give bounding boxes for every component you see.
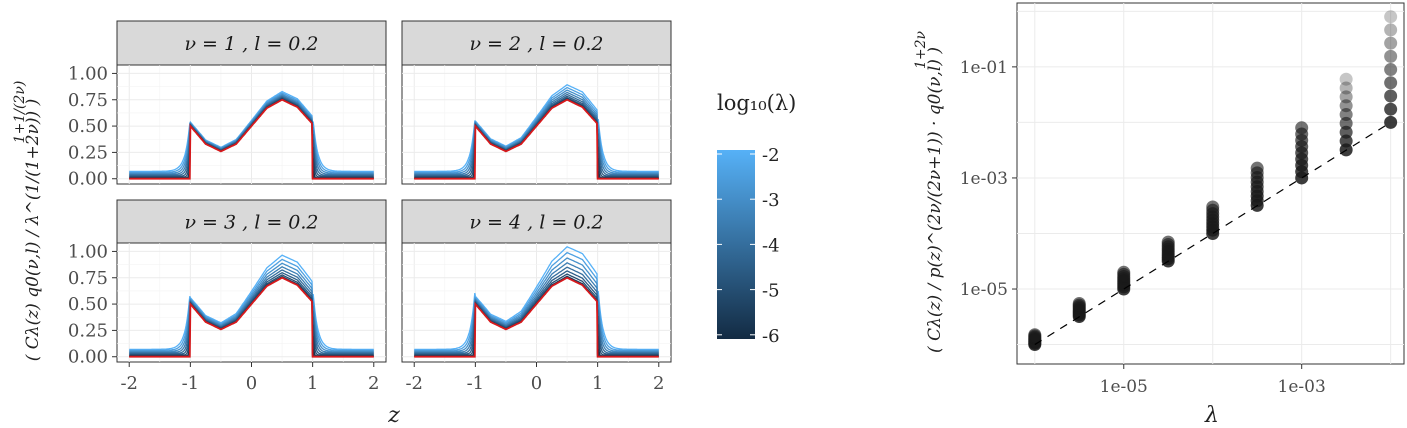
lambda-curve <box>129 258 374 355</box>
y-tick-label: 0.50 <box>68 116 108 137</box>
data-point <box>1384 49 1398 63</box>
legend-title: log₁₀(λ) <box>717 91 796 115</box>
facet-strip-label: ν = 1 , l = 0.2 <box>184 33 318 55</box>
x-tick-label: -2 <box>405 373 423 394</box>
data-point <box>1339 99 1353 113</box>
colorbar-legend: log₁₀(λ) -2 -3 -4 -5 -6 <box>717 91 796 347</box>
reference-curve <box>414 276 659 358</box>
lambda-curve <box>129 274 374 357</box>
lambda-curve <box>414 262 659 355</box>
data-point <box>1384 36 1398 50</box>
lambda-curve <box>129 262 374 355</box>
x-tick-label: -2 <box>120 373 138 394</box>
data-point <box>1384 76 1398 90</box>
svg-text:( Cλ(z) / p(z)^(2ν/(2ν+1)) · q: ( Cλ(z) / p(z)^(2ν/(2ν+1)) · q0(ν,l) ) <box>925 47 945 353</box>
x-tick-label: 1e-05 <box>1100 377 1148 397</box>
x-tick-label: -1 <box>467 373 485 394</box>
y-tick-label: 0.50 <box>68 294 108 315</box>
lambda-curve <box>129 269 374 356</box>
y-axis-label: ( Cλ(z) q0(ν,l) / λ^(1/(1+2ν)) )1+1/(2ν) <box>12 81 43 362</box>
colorbar-tick-label: -4 <box>762 235 780 256</box>
svg-text:( Cλ(z) q0(ν,l) / λ^(1/(1+2ν)): ( Cλ(z) q0(ν,l) / λ^(1/(1+2ν)) ) <box>23 99 43 361</box>
y-tick-label: 1e-03 <box>960 169 1008 189</box>
lambda-curve <box>414 93 659 178</box>
y-tick-label: 0.75 <box>68 90 108 111</box>
x-tick-label: 1e-03 <box>1278 377 1326 397</box>
data-point <box>1161 235 1175 249</box>
facet-strip-label: ν = 3 , l = 0.2 <box>184 212 318 234</box>
lambda-curve <box>414 86 659 177</box>
facet-strip-label: ν = 2 , l = 0.2 <box>469 33 603 55</box>
y-tick-label: 0.75 <box>68 268 108 289</box>
lambda-curve <box>414 251 659 355</box>
data-point <box>1339 72 1353 86</box>
data-point <box>1028 328 1042 342</box>
svg-text:1+1/(2ν): 1+1/(2ν) <box>12 81 28 144</box>
colorbar-tick-label: -5 <box>762 281 780 302</box>
x-tick-label: 1 <box>307 373 318 394</box>
lambda-curve <box>414 266 659 356</box>
data-point <box>1339 108 1353 122</box>
data-point <box>1384 89 1398 103</box>
facet-strip-label: ν = 4 , l = 0.2 <box>469 212 603 234</box>
lambda-curve <box>414 270 659 356</box>
data-point <box>1072 296 1086 310</box>
lambda-curve <box>414 273 659 357</box>
facet-panel-1: ν = 1 , l = 0.2 0.00 0.25 0.50 0.75 1.00 <box>68 20 387 190</box>
lambda-curve <box>129 266 374 355</box>
scatter-panel: 1e-05 1e-03 1e-05 1e-03 1e-01 <box>960 2 1405 397</box>
y-tick-label: 1.00 <box>68 241 108 262</box>
lambda-curve <box>414 84 659 176</box>
y-tick-label: 0.25 <box>68 320 108 341</box>
y-tick-label: 0.00 <box>68 347 108 368</box>
x-tick-label: 2 <box>653 373 664 394</box>
y-tick-label: 0.00 <box>68 169 108 190</box>
data-point <box>1117 265 1131 279</box>
facet-panel-2: ν = 2 , l = 0.2 <box>401 20 672 185</box>
data-point <box>1384 23 1398 37</box>
facet-panel-3: ν = 3 , l = 0.2 0.00 0.25 0.50 0.75 1.00 -2 -1 0… <box>68 199 387 394</box>
y-tick-label: 0.25 <box>68 142 108 163</box>
x-tick-label: 2 <box>368 373 379 394</box>
data-point <box>1339 90 1353 104</box>
colorbar-tick-label: -2 <box>762 145 780 166</box>
lambda-curve <box>129 254 374 354</box>
lambda-curve <box>414 257 659 355</box>
x-tick-label: 1 <box>592 373 603 394</box>
reference-curve <box>129 98 374 180</box>
y-tick-label: 1.00 <box>68 63 108 84</box>
colorbar <box>717 150 755 339</box>
x-tick-label: 0 <box>531 373 542 394</box>
data-point <box>1384 63 1398 77</box>
lambda-curve <box>129 271 374 356</box>
facet-strip <box>116 199 387 244</box>
data-point <box>1206 200 1220 214</box>
svg-text:1+2ν: 1+2ν <box>913 30 929 69</box>
reference-curve <box>414 98 659 180</box>
reference-curve <box>129 276 374 358</box>
lambda-curve <box>414 89 659 177</box>
y-tick-label: 1e-01 <box>960 58 1008 78</box>
data-point <box>1384 102 1398 116</box>
data-point <box>1384 115 1398 129</box>
x-tick-label: 0 <box>246 373 257 394</box>
x-axis-label: z <box>387 403 400 428</box>
colorbar-tick-label: -3 <box>762 190 780 211</box>
facet-strip <box>116 20 387 66</box>
data-point <box>1339 81 1353 95</box>
facet-panel-4: ν = 4 , l = 0.2 -2 -1 0 1 2 <box>401 199 672 394</box>
x-axis-label: λ <box>1204 403 1219 428</box>
lambda-curve <box>414 91 659 177</box>
x-tick-label: -1 <box>182 373 200 394</box>
reference-line <box>1034 121 1391 346</box>
colorbar-tick-label: -6 <box>762 326 780 347</box>
data-point <box>1250 161 1264 175</box>
y-axis-label: ( Cλ(z) / p(z)^(2ν/(2ν+1)) · q0(ν,l) )1+… <box>913 30 945 352</box>
lambda-curve <box>414 246 659 354</box>
data-point <box>1384 10 1398 24</box>
y-tick-label: 1e-05 <box>960 280 1008 300</box>
data-point <box>1295 121 1309 135</box>
